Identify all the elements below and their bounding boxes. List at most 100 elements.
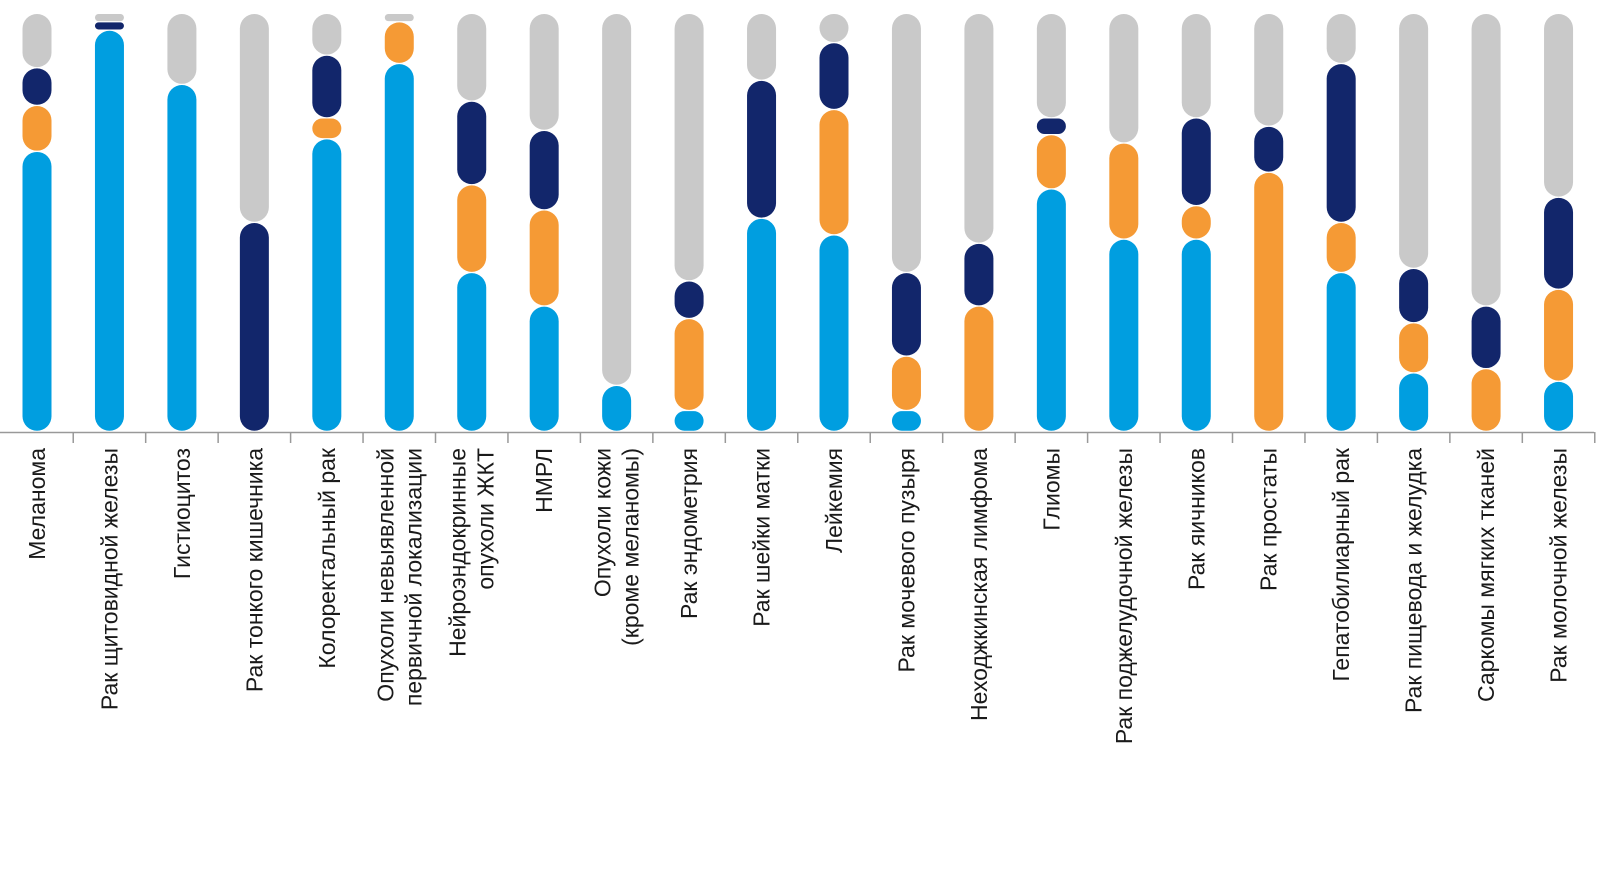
category-label-опухоли-невыявленной-первичной-локализации: Опухоли невыявленнойпервичной локализаци… (372, 448, 426, 706)
category-label-рак-пищевода-и-желудка: Рак пищевода и желудка (1401, 448, 1427, 713)
bar-segment-21-gray (1471, 14, 1501, 306)
bar-segment-17-navy (1181, 118, 1211, 206)
bar-segment-22-light_blue (1544, 381, 1574, 431)
bar-segment-15-gray (1036, 14, 1066, 118)
bar-segment-12-navy (819, 43, 849, 109)
category-label-гепатобилиарный-рак: Гепатобилиарный рак (1328, 447, 1354, 681)
bar-segment-11-gray (747, 14, 777, 80)
bar-segment-16-light_blue (1109, 239, 1139, 431)
bar-segment-4-navy (239, 223, 269, 431)
bar-segment-19-orange (1326, 223, 1356, 272)
bar-segment-2-light_blue (94, 30, 124, 431)
bar-segment-19-light_blue (1326, 273, 1356, 431)
bar-segment-10-orange (674, 319, 704, 410)
bar-segment-22-orange (1544, 289, 1574, 381)
bar-segment-12-light_blue (819, 235, 849, 431)
bar-segment-6-light_blue (384, 64, 414, 431)
bar-segment-1-light_blue (22, 151, 52, 431)
bars-layer (22, 14, 1574, 431)
bar-segment-20-navy (1399, 268, 1429, 323)
bar-segment-13-orange (891, 356, 921, 410)
bar-segment-17-gray (1181, 14, 1211, 118)
bar-segment-1-orange (22, 105, 52, 151)
category-label-колоректальный-рак: Колоректальный рак (314, 447, 340, 669)
category-label-саркомы-мягких-тканей: Саркомы мягких тканей (1473, 448, 1499, 702)
bar-segment-7-navy (457, 101, 487, 185)
category-label-гистиоцитоз: Гистиоцитоз (169, 448, 195, 579)
category-label-рак-тонкого-кишечника: Рак тонкого кишечника (241, 448, 267, 692)
bar-segment-17-light_blue (1181, 239, 1211, 431)
bar-segment-20-light_blue (1399, 373, 1429, 431)
bar-segment-15-navy (1036, 118, 1066, 134)
bar-segment-12-orange (819, 110, 849, 235)
bar-segment-8-orange (529, 210, 559, 306)
category-label-рак-молочной-железы: Рак молочной железы (1546, 448, 1572, 683)
bar-segment-13-gray (891, 14, 921, 272)
bar-segment-4-gray (239, 14, 269, 222)
bar-segment-19-navy (1326, 64, 1356, 222)
bar-segment-10-gray (674, 14, 704, 281)
bar-segment-1-navy (22, 68, 52, 105)
bar-segment-17-orange (1181, 206, 1211, 239)
bar-segment-19-gray (1326, 14, 1356, 63)
bar-segment-9-gray (602, 14, 632, 385)
category-label-опухоли-кожи-кроме-меланомы: Опухоли кожи(кроме меланомы) (590, 448, 644, 646)
bar-segment-10-navy (674, 281, 704, 318)
category-label-нейроэндокринные-опухоли-жкт: Нейроэндокринныеопухоли ЖКТ (445, 448, 499, 657)
category-label-лейкемия: Лейкемия (821, 448, 847, 553)
bar-segment-6-gray (384, 14, 414, 22)
category-labels: Меланома Рак щитовидной железы Гистиоцитоз… (24, 447, 1572, 744)
bar-segment-15-light_blue (1036, 189, 1066, 431)
bar-segment-20-orange (1399, 323, 1429, 373)
bar-segment-12-gray (819, 14, 849, 43)
category-label-рак-мочевого-пузыря: Рак мочевого пузыря (893, 448, 919, 673)
bar-segment-8-gray (529, 14, 559, 130)
bar-segment-16-orange (1109, 143, 1139, 239)
category-label-меланома: Меланома (24, 448, 50, 560)
x-axis (0, 431, 1596, 443)
bar-segment-18-orange (1254, 172, 1284, 431)
bar-segment-2-gray (94, 14, 124, 22)
bar-segment-14-orange (964, 306, 994, 431)
bar-segment-21-navy (1471, 306, 1501, 369)
bar-segment-18-gray (1254, 14, 1284, 126)
category-label-рак-шейки-матки: Рак шейки матки (749, 448, 775, 627)
bar-segment-14-gray (964, 14, 994, 243)
bar-segment-5-gray (312, 14, 342, 55)
bar-segment-14-navy (964, 243, 994, 306)
bar-segment-3-gray (167, 14, 197, 84)
bar-segment-22-navy (1544, 197, 1574, 289)
bar-segment-22-gray (1544, 14, 1574, 197)
bar-segment-5-orange (312, 118, 342, 139)
bar-segment-7-gray (457, 14, 487, 101)
bar-segment-2-navy (94, 22, 124, 30)
bar-segment-5-light_blue (312, 139, 342, 431)
bar-segment-18-navy (1254, 126, 1284, 172)
bar-segment-21-orange (1471, 369, 1501, 431)
bar-segment-20-gray (1399, 14, 1429, 268)
category-label-рак-яичников: Рак яичников (1183, 448, 1209, 590)
category-label-рак-простаты: Рак простаты (1256, 448, 1282, 591)
category-label-нмрл: НМРЛ (531, 448, 557, 513)
bar-segment-9-light_blue (602, 386, 632, 431)
bar-segment-15-orange (1036, 135, 1066, 189)
bar-segment-7-light_blue (457, 273, 487, 431)
bar-segment-8-navy (529, 131, 559, 210)
bar-segment-6-orange (384, 22, 414, 63)
category-label-рак-поджелудочной-железы: Рак поджелудочной железы (1111, 448, 1137, 744)
bar-segment-8-light_blue (529, 306, 559, 431)
bar-segment-13-navy (891, 273, 921, 356)
bar-segment-10-light_blue (674, 411, 704, 431)
bar-segment-11-light_blue (747, 218, 777, 431)
bar-segment-16-gray (1109, 14, 1139, 143)
bar-segment-13-light_blue (891, 411, 921, 431)
bar-segment-7-orange (457, 185, 487, 272)
bar-segment-11-navy (747, 80, 777, 218)
category-label-неходжкинская-лимфома: Неходжкинская лимфома (966, 448, 992, 721)
category-label-глиомы: Глиомы (1038, 448, 1064, 531)
bar-segment-1-gray (22, 14, 52, 68)
category-label-рак-щитовидной-железы: Рак щитовидной железы (96, 448, 122, 710)
category-label-рак-эндометрия: Рак эндометрия (676, 448, 702, 619)
bar-segment-5-navy (312, 55, 342, 118)
